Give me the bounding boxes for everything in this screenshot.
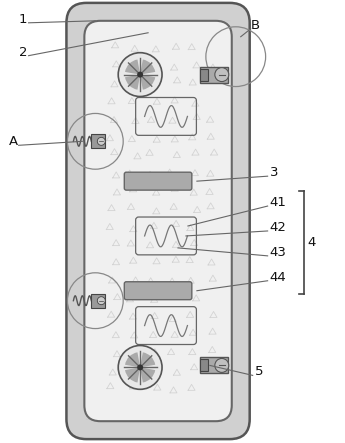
FancyBboxPatch shape <box>85 21 232 421</box>
Circle shape <box>137 365 143 370</box>
Text: 4: 4 <box>307 236 316 249</box>
Text: 3: 3 <box>269 166 278 179</box>
Circle shape <box>118 346 162 389</box>
FancyBboxPatch shape <box>124 172 192 190</box>
Circle shape <box>97 137 105 145</box>
Wedge shape <box>140 367 155 382</box>
FancyBboxPatch shape <box>67 3 250 439</box>
Bar <box>200 66 228 82</box>
Text: 43: 43 <box>269 246 286 259</box>
Text: 44: 44 <box>269 271 286 284</box>
Bar <box>72 15 86 427</box>
Bar <box>200 69 208 81</box>
Text: 41: 41 <box>269 196 286 209</box>
Circle shape <box>97 297 105 305</box>
Bar <box>91 134 105 148</box>
Bar <box>72 15 226 41</box>
Wedge shape <box>140 74 155 89</box>
Circle shape <box>137 72 143 78</box>
Wedge shape <box>125 59 140 74</box>
Text: A: A <box>9 135 18 148</box>
Wedge shape <box>125 74 140 89</box>
Text: 5: 5 <box>255 365 263 378</box>
Bar <box>200 358 228 373</box>
Circle shape <box>215 68 229 82</box>
Wedge shape <box>140 59 155 74</box>
Wedge shape <box>140 352 155 367</box>
Bar <box>200 359 208 371</box>
Bar <box>72 401 226 427</box>
Wedge shape <box>125 367 140 382</box>
Wedge shape <box>125 352 140 367</box>
Text: 2: 2 <box>19 46 27 58</box>
FancyBboxPatch shape <box>124 282 192 299</box>
Text: 1: 1 <box>19 13 27 26</box>
Text: B: B <box>251 19 260 32</box>
Bar <box>91 294 105 307</box>
Text: 42: 42 <box>269 221 286 234</box>
Circle shape <box>215 358 229 373</box>
Circle shape <box>118 53 162 97</box>
